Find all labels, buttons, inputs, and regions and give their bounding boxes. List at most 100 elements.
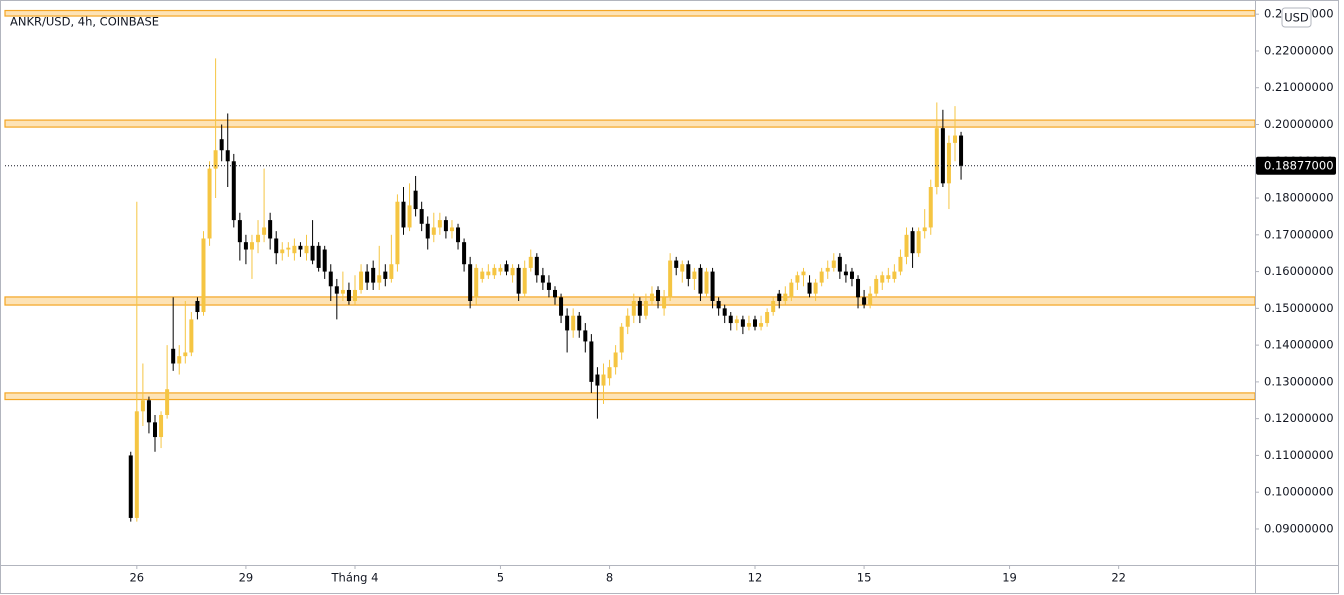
- candle-body: [286, 247, 291, 250]
- candle-body: [522, 267, 527, 294]
- candle-body: [759, 323, 764, 327]
- candle-body: [189, 319, 194, 353]
- support-zone: [4, 9, 1256, 17]
- candle-body: [837, 256, 842, 272]
- candle-body: [740, 319, 745, 327]
- candle-body: [625, 315, 630, 327]
- y-tick-label: 0.17000000: [1264, 227, 1334, 241]
- candle-body: [425, 223, 430, 239]
- candle-body: [328, 271, 333, 287]
- candle-body: [589, 341, 594, 382]
- candle-body: [171, 348, 176, 364]
- candle-body: [231, 161, 236, 221]
- y-tick-label: 0.16000000: [1264, 264, 1334, 278]
- support-zone: [4, 296, 1256, 306]
- candle-body: [631, 300, 636, 316]
- candle-body: [456, 227, 461, 243]
- candle-body: [159, 414, 164, 438]
- candle-body: [771, 300, 776, 313]
- candle-body: [880, 275, 885, 283]
- candle-body: [359, 271, 364, 290]
- candle-body: [674, 260, 679, 268]
- candle-body: [334, 286, 339, 294]
- candle-body: [565, 315, 570, 331]
- candle-body: [595, 374, 600, 386]
- candle-body: [613, 352, 618, 368]
- candle-body: [540, 275, 545, 283]
- candle-body: [510, 267, 515, 276]
- candle-body: [559, 297, 564, 316]
- candle-body: [789, 282, 794, 298]
- x-tick-label: 15: [857, 571, 872, 585]
- candle-body: [237, 220, 242, 243]
- candle-body: [801, 271, 806, 276]
- candle-body: [607, 367, 612, 379]
- candle-body: [249, 242, 254, 250]
- candle-body: [662, 297, 667, 309]
- candle-body: [395, 201, 400, 265]
- candle-body: [316, 245, 321, 268]
- candle-body: [256, 234, 261, 243]
- candle-body: [577, 315, 582, 331]
- candle-body: [207, 168, 212, 239]
- candle-body: [498, 267, 503, 272]
- candle-body: [795, 275, 800, 283]
- x-tick-label: 19: [1002, 571, 1017, 585]
- candle-body: [462, 242, 467, 265]
- candle-body: [856, 278, 861, 298]
- candle-body: [728, 315, 733, 324]
- candle-body: [419, 209, 424, 224]
- candle-body: [177, 356, 182, 364]
- candle-body: [546, 282, 551, 290]
- candle-body: [504, 264, 509, 272]
- support-zone: [4, 392, 1256, 401]
- candle-body: [746, 323, 751, 327]
- y-tick-label: 0.13000000: [1264, 374, 1334, 388]
- candle-body: [601, 374, 606, 386]
- candle-body: [377, 275, 382, 283]
- candle-body: [649, 293, 654, 301]
- candle-body: [262, 227, 267, 235]
- candle-body: [643, 300, 648, 316]
- y-tick-label: 0.22000000: [1264, 43, 1334, 57]
- candle-body: [656, 289, 661, 301]
- candle-body: [322, 249, 327, 272]
- candle-body: [825, 267, 830, 272]
- currency-badge: [1281, 7, 1312, 28]
- candle-body: [146, 400, 151, 423]
- candle-body: [304, 245, 309, 254]
- candle-body: [201, 238, 206, 313]
- candle-body: [849, 271, 854, 279]
- candle-body: [680, 264, 685, 272]
- candle-body: [298, 245, 303, 250]
- candle-body: [831, 260, 836, 268]
- candle-body: [819, 271, 824, 283]
- candle-body: [934, 128, 939, 188]
- candle-body: [443, 220, 448, 232]
- candle-body: [340, 289, 345, 294]
- candle-body: [953, 135, 957, 143]
- chart-title: ANKR/USD, 4h, COINBASE: [10, 15, 159, 29]
- y-tick-label: 0.18000000: [1264, 191, 1334, 205]
- x-tick-label: 22: [1111, 571, 1126, 585]
- candle-body: [910, 231, 915, 254]
- candle-body: [753, 319, 757, 327]
- candle-body: [213, 150, 218, 169]
- candle-body: [492, 267, 497, 276]
- candle-body: [183, 352, 188, 357]
- candle-body: [243, 242, 248, 250]
- candle-body: [904, 234, 909, 257]
- candle-body: [874, 278, 879, 294]
- candle-body: [946, 142, 951, 184]
- candle-body: [280, 249, 285, 254]
- y-tick-label: 0.09000000: [1264, 521, 1334, 535]
- currency-label: USD: [1284, 11, 1309, 25]
- candle-body: [383, 271, 388, 279]
- candle-body: [474, 267, 479, 298]
- y-tick-label: 0.21000000: [1264, 80, 1334, 94]
- candle-body: [765, 312, 770, 324]
- last-price-label: 0.18877000: [1264, 158, 1334, 172]
- candle-body: [734, 319, 739, 324]
- candle-body: [783, 293, 788, 301]
